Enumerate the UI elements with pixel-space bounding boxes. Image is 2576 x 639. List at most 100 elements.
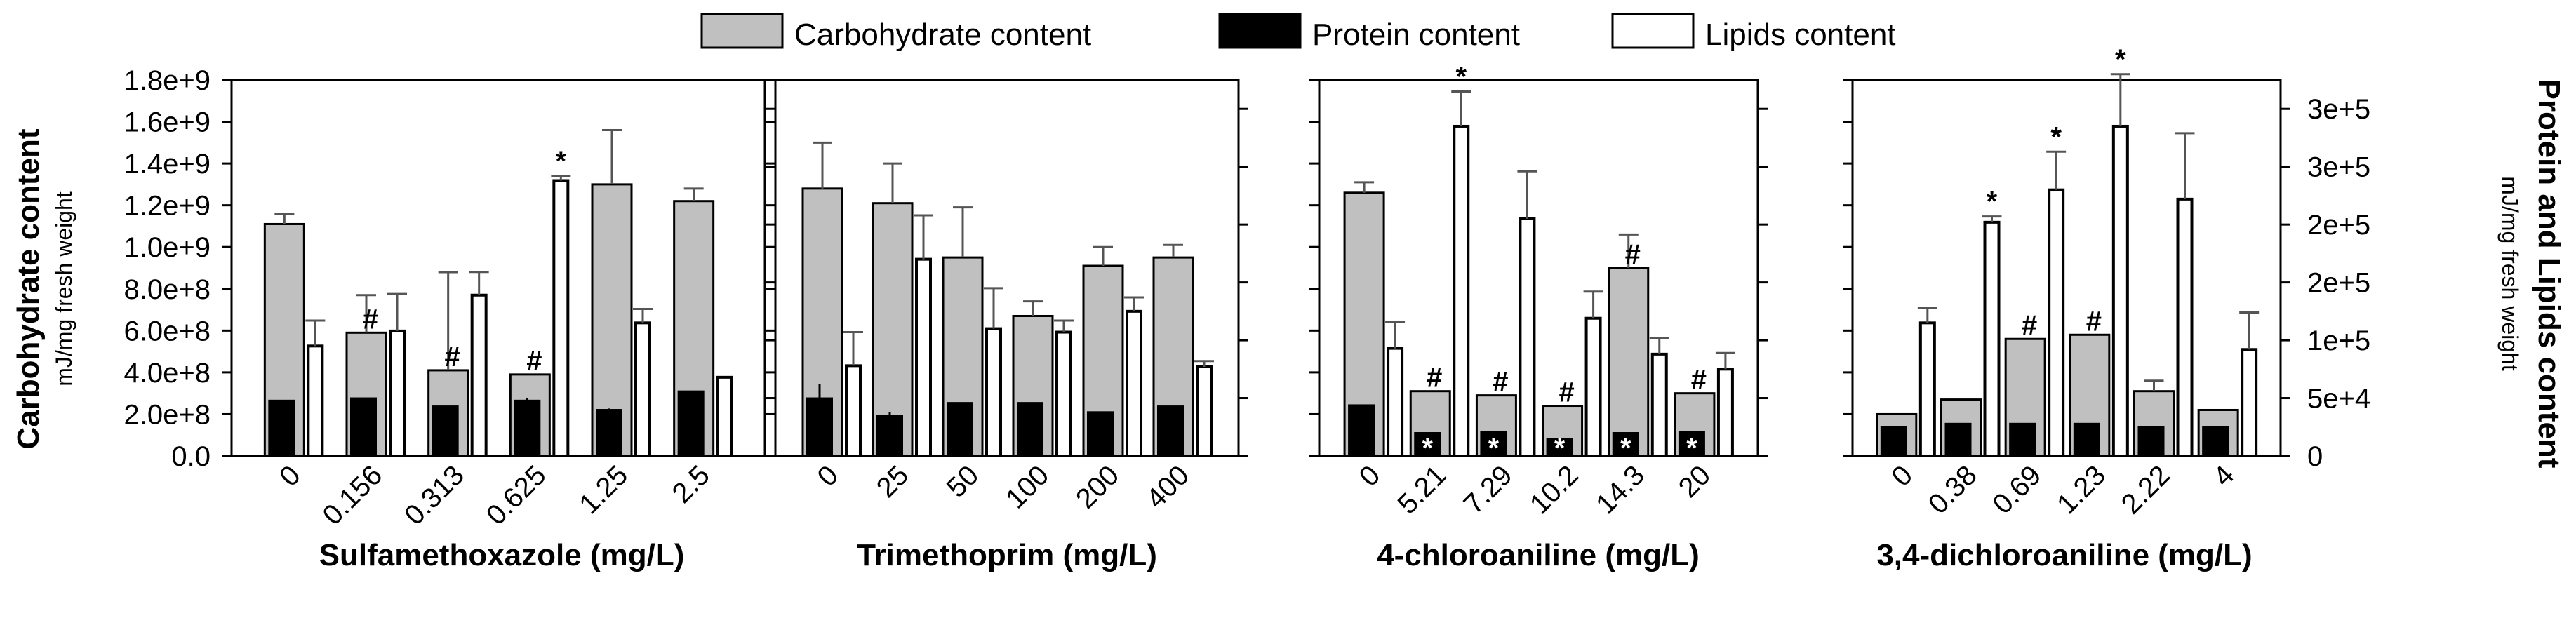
protein-bar xyxy=(1480,431,1507,457)
category-label: 0.69 xyxy=(1987,459,2047,520)
panel-3-xlabel: 4-chloroaniline (mg/L) xyxy=(1377,538,1700,572)
panel-4: 0 * 0.38 # * 0.69 # * 1.23 2.22 4 xyxy=(1843,44,2290,520)
category-label: 0.625 xyxy=(481,459,552,531)
protein-bar xyxy=(806,397,833,457)
carbohydrate-significance: # xyxy=(1691,365,1707,396)
protein-significance: * xyxy=(1620,433,1631,464)
right-tick-label: 3e+5 xyxy=(2307,94,2370,125)
lipids-bar xyxy=(1716,368,1734,457)
protein-bar xyxy=(1348,404,1375,457)
lipids-bar xyxy=(1650,352,1668,458)
lipids-bar xyxy=(2241,348,2258,458)
lipids-bar xyxy=(1918,321,1936,458)
category-label: 0.38 xyxy=(1923,459,1983,520)
protein-bar xyxy=(2009,422,2036,457)
category-label: 14.3 xyxy=(1590,459,1650,520)
lipids-bar xyxy=(985,327,1002,458)
left-tick-label: 1.8e+9 xyxy=(124,65,211,96)
carbohydrate-significance: # xyxy=(1493,367,1508,398)
protein-significance: * xyxy=(1554,433,1566,464)
right-tick-label: 2e+5 xyxy=(2307,268,2370,299)
carbohydrate-significance: # xyxy=(363,304,378,335)
category-label: 4 xyxy=(2208,459,2241,492)
left-tick-label: 1.4e+9 xyxy=(124,149,211,180)
protein-bar xyxy=(1017,402,1043,457)
category-label: 20 xyxy=(1673,459,1717,504)
carbohydrate-significance: # xyxy=(2022,310,2037,341)
left-tick-label: 1.2e+9 xyxy=(124,191,211,222)
category-label: 100 xyxy=(1000,459,1055,514)
left-axis: 0.0 2.0e+8 4.0e+8 6.0e+8 8.0e+8 1.0e+9 1… xyxy=(124,65,211,472)
carbohydrate-significance: # xyxy=(445,342,460,372)
protein-bar xyxy=(350,397,377,457)
category-label: 0 xyxy=(812,459,845,492)
protein-bar xyxy=(432,405,459,457)
lipids-significance: * xyxy=(2115,44,2126,75)
category-label: 200 xyxy=(1070,459,1125,514)
protein-significance: * xyxy=(1422,433,1433,464)
category-label: 1.25 xyxy=(573,459,634,520)
lipids-bar xyxy=(845,364,862,457)
lipids-bar xyxy=(307,344,324,458)
lipids-bar xyxy=(1453,124,1470,457)
lipids-bar xyxy=(1983,220,2001,457)
protein-bar xyxy=(596,409,622,457)
category-label: 50 xyxy=(941,459,985,504)
lipids-significance: * xyxy=(2050,121,2062,152)
protein-bar xyxy=(1678,431,1705,457)
protein-bar xyxy=(514,399,541,457)
carbohydrate-bar xyxy=(1608,267,1650,457)
category-label: 1.23 xyxy=(2051,459,2111,520)
right-tick-label: 2e+5 xyxy=(2307,210,2370,241)
legend-swatch-carbohydrate xyxy=(700,13,784,49)
right-axis-subtitle: mJ/mg fresh weight xyxy=(2497,176,2523,371)
panels: 0#0.156#0.313#*0.625 1.25 2.5 0 25 50 100 200 40… xyxy=(222,44,2290,531)
protein-bar xyxy=(947,402,973,457)
panel-frame xyxy=(1318,79,1759,457)
panel-1-xlabel: Sulfamethoxazole (mg/L) xyxy=(319,538,685,572)
protein-bar xyxy=(2073,422,2100,457)
lipids-bar xyxy=(1519,217,1536,457)
left-tick-label: 8.0e+8 xyxy=(124,274,211,305)
category-label: 0 xyxy=(1886,459,1918,492)
lipids-bar xyxy=(1196,365,1213,457)
protein-bar xyxy=(677,390,705,457)
panel-3: 0#**5.21#*7.29#*10.2#*14.3#*20 xyxy=(1309,61,1768,520)
lipids-bar xyxy=(470,293,488,457)
right-tick-label: 0 xyxy=(2307,441,2323,472)
legend-swatch-protein xyxy=(1218,13,1302,49)
left-tick-label: 0.0 xyxy=(171,441,211,472)
category-label: 0 xyxy=(274,459,307,492)
carbohydrate-significance: # xyxy=(1625,239,1641,270)
lipids-bar xyxy=(2176,197,2194,457)
protein-significance: * xyxy=(1686,433,1697,464)
legend-swatch-lipids xyxy=(1611,13,1695,49)
legend: Carbohydrate content Protein content Lip… xyxy=(700,13,1896,52)
lipids-bar xyxy=(2111,124,2129,457)
protein-bar xyxy=(1157,405,1184,457)
panel-2: 0 25 50 100 200 400 xyxy=(766,79,1248,515)
protein-bar xyxy=(2202,426,2229,457)
left-tick-label: 2.0e+8 xyxy=(124,399,211,430)
legend-label-protein: Protein content xyxy=(1312,18,1520,52)
category-label: 7.29 xyxy=(1458,459,1519,520)
right-tick-label: 1e+5 xyxy=(2307,325,2370,356)
category-label: 2.22 xyxy=(2116,459,2176,520)
lipids-bar xyxy=(389,329,406,458)
panel-4-xlabel: 3,4-dichloroaniline (mg/L) xyxy=(1876,538,2252,572)
protein-bar xyxy=(268,399,295,457)
left-tick-label: 6.0e+8 xyxy=(124,316,211,347)
legend-label-lipids: Lipids content xyxy=(1705,18,1896,52)
panel-frame xyxy=(1851,79,2282,457)
category-label: 25 xyxy=(871,459,915,504)
category-label: 0.313 xyxy=(399,459,470,531)
left-tick-label: 1.0e+9 xyxy=(124,232,211,263)
category-label: 2.5 xyxy=(667,459,716,509)
lipids-bar xyxy=(2048,188,2065,457)
protein-bar xyxy=(2137,426,2165,457)
left-axis-title: Carbohydrate content xyxy=(11,128,46,450)
right-tick-label: 5e+4 xyxy=(2307,384,2370,415)
left-tick-label: 1.6e+9 xyxy=(124,107,211,138)
category-label: 10.2 xyxy=(1524,459,1584,520)
